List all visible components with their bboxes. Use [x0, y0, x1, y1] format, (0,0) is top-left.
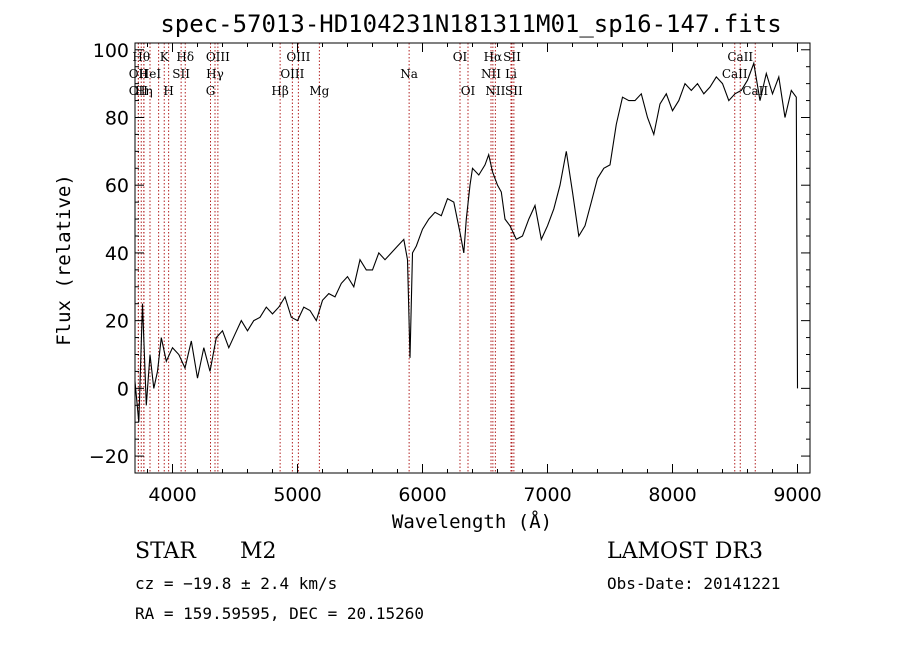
spectral-line-label: SII	[505, 84, 523, 98]
object-class: STAR	[135, 539, 197, 564]
spectral-line-label: Na	[400, 67, 418, 81]
spectral-line-label: Hθ	[132, 50, 150, 64]
spectral-line-label: SII	[172, 67, 190, 81]
spectral-line-label: Mg	[309, 84, 329, 98]
y-tick-label: 20	[105, 311, 129, 333]
y-axis-label: Flux (relative)	[53, 174, 75, 346]
spectral-line-label: H	[163, 84, 173, 98]
spectral-line-label: CaII	[727, 50, 753, 64]
chart-title: spec-57013-HD104231N181311M01_sp16-147.f…	[160, 10, 781, 38]
y-tick-label: 40	[105, 243, 129, 265]
spectral-line-markers	[137, 43, 756, 473]
x-tick-label: 8000	[648, 484, 696, 506]
spectral-line-label: OIII	[286, 50, 310, 64]
redshift-cz: cz = −19.8 ± 2.4 km/s	[135, 574, 337, 593]
spectral-line-label: OII	[129, 84, 149, 98]
spectral-line-label: Hγ	[206, 67, 224, 81]
spectral-line-label: Hδ	[176, 50, 194, 64]
y-tick-label: −20	[89, 446, 129, 468]
survey-name: LAMOST DR3	[607, 539, 763, 564]
spectral-line-label: G	[206, 84, 216, 98]
spectral-line-label: H	[139, 67, 149, 81]
spectral-line-label: Hη	[135, 84, 153, 98]
x-tick-label: 9000	[773, 484, 821, 506]
observation-date: Obs-Date: 20141221	[607, 574, 780, 593]
x-tick-label: 4000	[148, 484, 196, 506]
spectral-line-label: Li	[505, 67, 517, 81]
spectral-line-label: K	[160, 50, 170, 64]
spectral-line-label: OIII	[280, 67, 304, 81]
spectral-line-labels: HθOIIOIIHHηHeIKHSIIHδGHγOIIIHβOIIIOIIIMg…	[129, 50, 769, 98]
x-tick-label: 6000	[398, 484, 446, 506]
spectral-line-label: OII	[129, 67, 149, 81]
y-tick-label: 80	[105, 107, 129, 129]
spectral-line-label: HeI	[139, 67, 162, 81]
x-tick-label: 5000	[273, 484, 321, 506]
object-subclass: M2	[240, 539, 277, 564]
spectral-line-label: SII	[503, 50, 521, 64]
axis-ticks: 4000 5000 6000 7000 8000 9000 −20 0 20 40 60 80 100	[89, 40, 822, 506]
spectral-line-label: OI	[453, 50, 468, 64]
y-tick-label: 0	[117, 378, 129, 400]
spectral-line-label: OIII	[206, 50, 230, 64]
x-tick-label: 7000	[523, 484, 571, 506]
y-tick-label: 60	[105, 175, 129, 197]
coordinates: RA = 159.59595, DEC = 20.15260	[135, 604, 424, 623]
plot-frame	[134, 42, 811, 474]
spectral-line-label: CaII	[742, 84, 768, 98]
spectral-line-label: Hα	[484, 50, 503, 64]
spectrum-series-line	[134, 61, 799, 423]
spectral-line-label: NII	[481, 67, 501, 81]
spectral-line-label: Hβ	[271, 84, 288, 98]
spectral-line-label: OI	[461, 84, 476, 98]
y-tick-label: 100	[93, 40, 129, 62]
spectral-line-label: CaII	[722, 67, 748, 81]
spectral-line-label: NII	[485, 84, 505, 98]
x-axis-label: Wavelength (Å)	[392, 510, 552, 533]
